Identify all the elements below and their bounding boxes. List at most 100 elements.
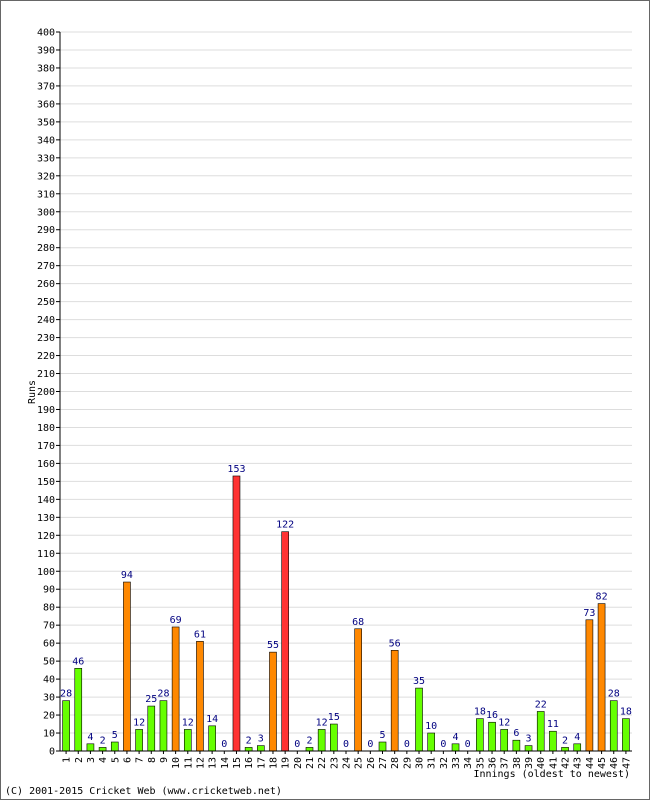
bar (524, 745, 533, 752)
bar (74, 668, 83, 752)
y-tick-label: 310 (37, 189, 55, 200)
x-axis-title: Innings (oldest to newest) (473, 769, 630, 780)
x-tick-label: 29 (402, 757, 413, 769)
bar-value-label: 15 (328, 712, 340, 723)
y-tick-label: 330 (37, 153, 55, 164)
bar (159, 700, 168, 752)
bar-value-label: 6 (513, 728, 519, 739)
x-tick-label: 31 (427, 757, 438, 769)
bar-value-label: 12 (182, 717, 194, 728)
x-tick-label: 17 (256, 757, 267, 769)
x-tick-label: 10 (171, 757, 182, 769)
bar (98, 747, 107, 752)
x-tick-label: 15 (232, 757, 243, 769)
bar-value-label: 0 (367, 739, 373, 750)
x-tick-label: 11 (183, 757, 194, 769)
bar-value-label: 0 (221, 739, 227, 750)
x-tick-label: 4 (98, 757, 109, 763)
x-tick-label: 20 (293, 757, 304, 769)
y-tick-label: 90 (43, 585, 55, 596)
x-tick-label: 30 (415, 757, 426, 769)
y-tick-label: 400 (37, 28, 55, 39)
bar-value-label: 12 (498, 717, 510, 728)
y-tick-label: 260 (37, 279, 55, 290)
bar (183, 729, 192, 752)
y-tick-label: 180 (37, 423, 55, 434)
x-tick-label: 23 (329, 757, 340, 769)
x-tick-label: 34 (463, 757, 474, 769)
bar-value-label: 0 (465, 739, 471, 750)
bar-value-label: 69 (170, 615, 182, 626)
x-tick-label: 24 (342, 757, 353, 769)
bar (269, 651, 277, 752)
copyright-notice: (C) 2001-2015 Cricket Web (www.cricketwe… (5, 786, 282, 797)
bar (597, 603, 606, 752)
x-tick-label: 43 (573, 757, 584, 769)
y-tick-label: 80 (43, 603, 55, 614)
bar-value-label: 2 (306, 735, 312, 746)
x-tick-label: 12 (195, 757, 206, 769)
y-tick-label: 200 (37, 387, 55, 398)
y-tick-label: 50 (43, 657, 55, 668)
x-tick-label: 14 (220, 757, 231, 769)
y-tick-label: 250 (37, 297, 55, 308)
bar-value-label: 5 (379, 730, 385, 741)
x-tick-label: 21 (305, 757, 316, 769)
bar (123, 581, 131, 752)
bar-value-label: 94 (121, 570, 133, 581)
bar-value-label: 18 (620, 707, 632, 718)
bar (585, 619, 594, 752)
bar (147, 705, 156, 752)
bar-value-label: 12 (133, 717, 145, 728)
bar (244, 747, 253, 752)
y-tick-label: 10 (43, 729, 55, 740)
bar-value-label: 35 (413, 676, 425, 687)
x-tick-label: 35 (475, 757, 486, 769)
x-tick-label: 33 (451, 757, 462, 769)
y-tick-label: 140 (37, 495, 55, 506)
x-tick-label: 28 (390, 757, 401, 769)
bar (512, 739, 521, 752)
x-tick-label: 22 (317, 757, 328, 769)
x-tick-label: 8 (147, 757, 158, 763)
bar (86, 743, 95, 752)
bar (305, 747, 314, 752)
y-tick-label: 390 (37, 45, 55, 56)
bar-value-label: 0 (440, 739, 446, 750)
bar-value-label: 0 (343, 739, 349, 750)
bar (390, 650, 399, 752)
y-tick-label: 320 (37, 171, 55, 182)
y-tick-label: 130 (37, 513, 55, 524)
bar-value-label: 2 (246, 735, 252, 746)
y-tick-label: 60 (43, 639, 55, 650)
x-tick-label: 25 (354, 757, 365, 769)
bar-value-label: 14 (206, 714, 218, 725)
y-tick-label: 230 (37, 333, 55, 344)
x-tick-label: 3 (86, 757, 97, 763)
y-tick-label: 120 (37, 531, 55, 542)
x-tick-label: 6 (122, 757, 133, 763)
x-tick-label: 45 (597, 757, 608, 769)
x-tick-label: 26 (366, 757, 377, 769)
bar-value-label: 2 (562, 735, 568, 746)
x-tick-label: 41 (548, 757, 559, 769)
y-tick-label: 300 (37, 207, 55, 218)
bar-value-label: 122 (276, 520, 294, 531)
bar-value-label: 18 (474, 707, 486, 718)
y-tick-label: 290 (37, 225, 55, 236)
bar (110, 741, 119, 752)
y-tick-label: 30 (43, 693, 55, 704)
bar (232, 475, 241, 752)
bar (317, 729, 326, 752)
bar-value-label: 16 (486, 710, 498, 721)
bar-value-label: 10 (425, 721, 437, 732)
bar-value-label: 68 (352, 617, 364, 628)
bar (62, 700, 70, 752)
y-tick-label: 360 (37, 99, 55, 110)
bar-value-label: 46 (72, 656, 84, 667)
bar (536, 711, 545, 752)
y-tick-label: 20 (43, 711, 55, 722)
bar-value-label: 82 (596, 592, 608, 603)
